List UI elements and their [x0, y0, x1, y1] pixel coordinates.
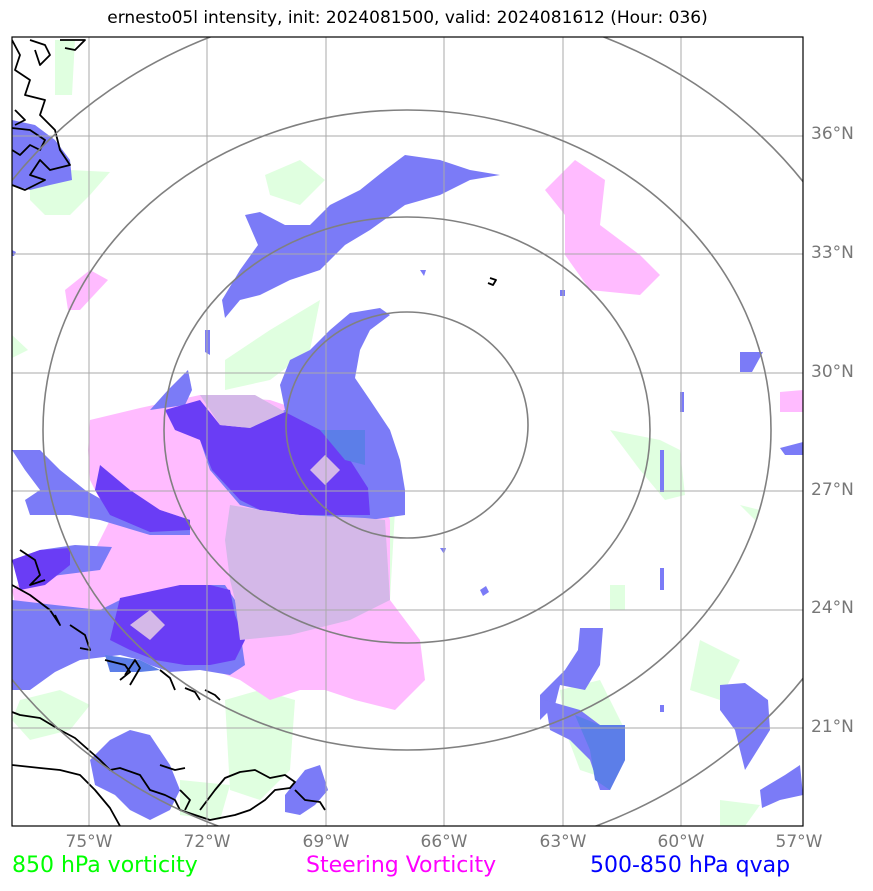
- qvap-vorticity-blend: [105, 430, 625, 790]
- lon-label-63w: 63°W: [539, 832, 587, 852]
- steering-qvap-blend: [130, 395, 390, 640]
- lat-label-30n: 30°N: [811, 362, 854, 382]
- lat-label-27n: 27°N: [811, 480, 854, 500]
- overlap-shading: [12, 400, 370, 665]
- lat-label-24n: 24°N: [811, 598, 854, 618]
- map-title: ernesto05l intensity, init: 2024081500, …: [107, 8, 708, 28]
- legend-steering-vorticity: Steering Vorticity: [306, 853, 497, 878]
- lat-label-36n: 36°N: [811, 124, 854, 144]
- coastlines: [12, 39, 497, 826]
- lon-label-57w: 57°W: [775, 832, 823, 852]
- graticule: [12, 37, 803, 826]
- plot-frame: [11, 36, 804, 827]
- lon-label-75w: 75°W: [65, 832, 113, 852]
- lon-label-60w: 60°W: [657, 832, 705, 852]
- lat-label-21n: 21°N: [811, 717, 854, 737]
- lon-label-72w: 72°W: [183, 832, 231, 852]
- legend-vorticity-850: 850 hPa vorticity: [12, 853, 198, 878]
- lat-label-33n: 33°N: [811, 243, 854, 263]
- range-rings: [12, 37, 803, 826]
- legend-qvap: 500-850 hPa qvap: [590, 853, 791, 878]
- lon-label-66w: 66°W: [420, 832, 468, 852]
- lon-label-69w: 69°W: [302, 832, 350, 852]
